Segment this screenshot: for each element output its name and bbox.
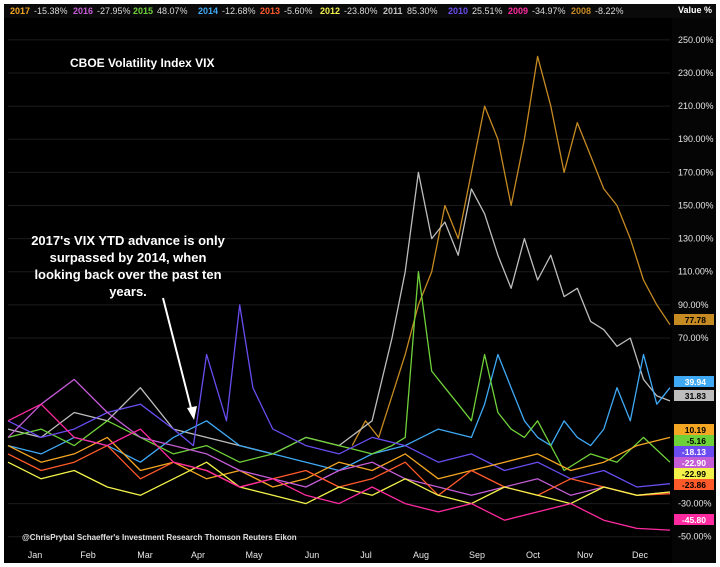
- x-tick-label: Jun: [305, 550, 320, 560]
- series-line-2015: [7, 271, 671, 472]
- value-label-text: 77.78: [685, 315, 707, 325]
- legend-entry-value: 85.30%: [407, 6, 438, 16]
- value-label-text: -22.90: [682, 458, 706, 468]
- legend-bar: [4, 4, 716, 18]
- value-axis-label: Value %: [678, 5, 712, 15]
- annotation-line: looking back over the past ten: [34, 267, 221, 282]
- legend-entry-name: 2014: [198, 6, 218, 16]
- series-line-2011: [7, 171, 671, 455]
- chart-title: CBOE Volatility Index VIX: [70, 56, 214, 70]
- series-line-2017: [7, 436, 671, 488]
- y-tick-label: 230.00%: [678, 68, 714, 78]
- annotation-line: 2017's VIX YTD advance is only: [31, 233, 225, 248]
- series-lines: [7, 55, 671, 531]
- legend-entry-name: 2013: [260, 6, 280, 16]
- x-axis-ticks: Jan Feb Mar Apr May Jun Jul Aug Sep Oct Nov Dec: [28, 550, 649, 560]
- value-label-box: [674, 468, 714, 479]
- credit-text: @ChrisPrybal Schaeffer's Investment Rese…: [22, 533, 297, 542]
- value-label-text: 10.19: [685, 425, 707, 435]
- legend-entry-name: 2009: [508, 6, 528, 16]
- legend-entry-name: 2015: [133, 6, 153, 16]
- value-label-box: [674, 376, 714, 387]
- x-tick-label: May: [245, 550, 263, 560]
- annotation-arrow-line: [162, 297, 193, 413]
- x-tick-label: Aug: [413, 550, 429, 560]
- x-tick-label: Sep: [469, 550, 485, 560]
- value-label-box: [674, 457, 714, 468]
- x-tick-label: Dec: [632, 550, 649, 560]
- value-label-text: -18.13: [682, 447, 706, 457]
- y-tick-label: 150.00%: [678, 200, 714, 210]
- y-tick-label: 90.00%: [678, 300, 709, 310]
- y-tick-label: -50.00%: [678, 532, 712, 542]
- y-tick-label: 70.00%: [678, 333, 709, 343]
- annotation-line: years.: [109, 284, 147, 299]
- legend-entry-value: -15.38%: [34, 6, 68, 16]
- series-line-2014: [7, 353, 671, 472]
- x-tick-label: Nov: [577, 550, 594, 560]
- legend-entry-name: 2016: [73, 6, 93, 16]
- value-label-text: -5.16: [687, 436, 707, 446]
- value-label-text: -23.86: [682, 480, 706, 490]
- value-label-text: -22.99: [682, 469, 706, 479]
- series-line-2010: [7, 304, 671, 488]
- value-label-box: [674, 479, 714, 490]
- value-label-text: 31.83: [685, 391, 707, 401]
- value-label-box: [674, 435, 714, 446]
- legend-entry-value: -12.68%: [222, 6, 256, 16]
- legend-entry-name: 2011: [383, 6, 403, 16]
- x-tick-label: Jan: [28, 550, 43, 560]
- legend-entry-value: -27.95%: [97, 6, 131, 16]
- y-tick-label: 110.00%: [678, 267, 713, 277]
- legend-entry-name: 2012: [320, 6, 340, 16]
- annotation-line: surpassed by 2014, when: [50, 250, 207, 265]
- y-tick-label: 170.00%: [678, 167, 714, 177]
- y-tick-label: 130.00%: [678, 234, 714, 244]
- value-label-box: [674, 424, 714, 435]
- legend-entry-value: 48.07%: [157, 6, 188, 16]
- x-tick-label: Oct: [526, 550, 541, 560]
- y-tick-label: 190.00%: [678, 134, 714, 144]
- y-tick-label: 250.00%: [678, 35, 714, 45]
- x-tick-label: Apr: [191, 550, 205, 560]
- x-tick-label: Feb: [80, 550, 96, 560]
- legend-entry-value: -23.80%: [344, 6, 378, 16]
- value-label-text: -45.80: [682, 515, 706, 525]
- series-line-2008: [351, 55, 671, 446]
- value-label-box: [674, 514, 714, 525]
- series-line-2009: [7, 403, 671, 531]
- legend: 2017 -15.38% 2016 -27.95% 2015 48.07% 2014 -12.…: [10, 6, 624, 16]
- value-label-box: [674, 314, 714, 325]
- series-line-2012: [7, 461, 671, 505]
- legend-entry-value: -34.97%: [532, 6, 566, 16]
- x-tick-label: Mar: [137, 550, 153, 560]
- value-label-text: 39.94: [685, 377, 707, 387]
- value-label-box: [674, 390, 714, 401]
- series-line-2016: [7, 378, 671, 496]
- legend-entry-value: -8.22%: [595, 6, 624, 16]
- legend-entry-name: 2010: [448, 6, 468, 16]
- y-axis-ticks: 250.00% 230.00% 210.00% 190.00% 170.00% 150.0…: [678, 35, 714, 542]
- legend-entry-name: 2008: [571, 6, 591, 16]
- annotation-arrow-head: [187, 406, 197, 420]
- end-value-labels: 77.78 39.94 31.83 10.19-5.16-18.13-22.90-22…: [674, 314, 714, 525]
- legend-entry-value: 25.51%: [472, 6, 503, 16]
- legend-entry-value: -5.60%: [284, 6, 313, 16]
- annotation: 2017's VIX YTD advance is only surpassed …: [31, 233, 225, 299]
- x-tick-label: Jul: [360, 550, 372, 560]
- y-tick-label: -30.00%: [678, 499, 712, 509]
- legend-entry-name: 2017: [10, 6, 30, 16]
- value-label-box: [674, 446, 714, 457]
- y-tick-label: 210.00%: [678, 101, 714, 111]
